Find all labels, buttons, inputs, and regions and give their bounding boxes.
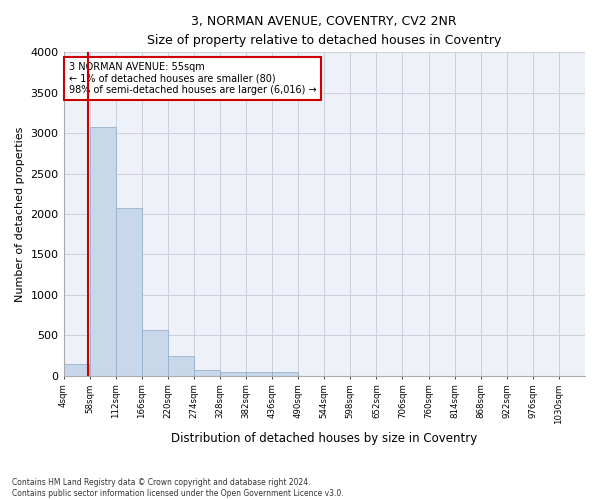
Bar <box>246 372 272 376</box>
Bar <box>168 356 194 376</box>
Text: 3 NORMAN AVENUE: 55sqm
← 1% of detached houses are smaller (80)
98% of semi-deta: 3 NORMAN AVENUE: 55sqm ← 1% of detached … <box>69 62 316 95</box>
Bar <box>220 372 246 376</box>
Bar <box>272 372 298 376</box>
Bar <box>116 208 142 376</box>
Bar <box>142 330 168 376</box>
Bar <box>64 364 89 376</box>
Bar <box>90 126 116 376</box>
Title: 3, NORMAN AVENUE, COVENTRY, CV2 2NR
Size of property relative to detached houses: 3, NORMAN AVENUE, COVENTRY, CV2 2NR Size… <box>147 15 502 47</box>
Text: Contains HM Land Registry data © Crown copyright and database right 2024.
Contai: Contains HM Land Registry data © Crown c… <box>12 478 344 498</box>
Bar <box>194 370 220 376</box>
Y-axis label: Number of detached properties: Number of detached properties <box>15 126 25 302</box>
X-axis label: Distribution of detached houses by size in Coventry: Distribution of detached houses by size … <box>171 432 478 445</box>
